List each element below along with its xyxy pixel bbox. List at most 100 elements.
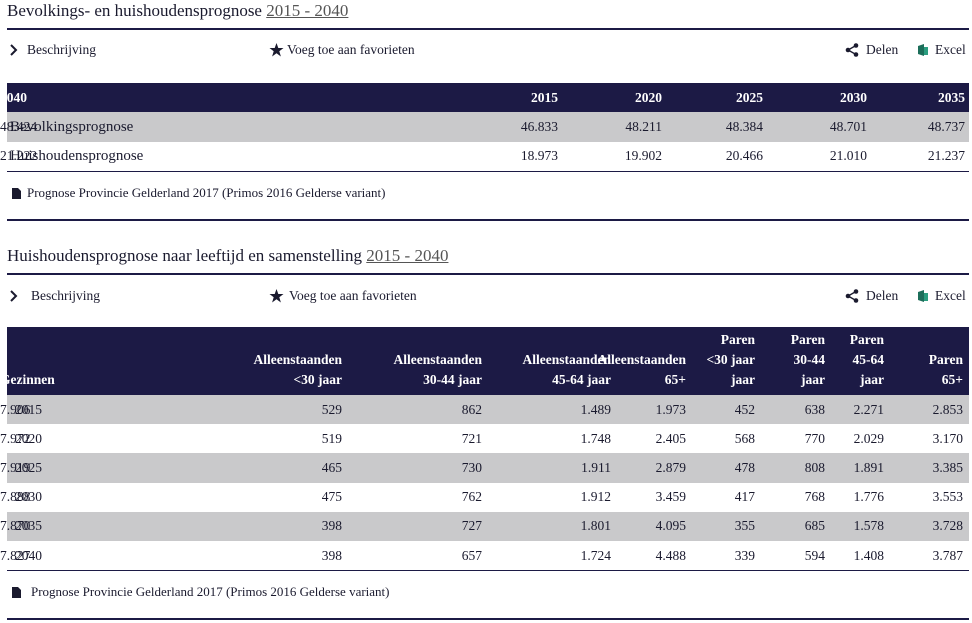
column-header: 2020 [635, 89, 662, 105]
table-cell: 1.911 [581, 460, 611, 475]
column-header: 30-44 jaar [423, 372, 482, 387]
table-cell: 721 [461, 430, 482, 446]
column-header: Alleenstaanden [522, 352, 611, 367]
table-cell: 3.170 [932, 430, 963, 446]
table-cell: 3.728 [932, 518, 963, 534]
excel-icon[interactable] [917, 289, 929, 303]
table-cell: 594 [804, 547, 825, 563]
table-cell: 1.801 [580, 518, 611, 534]
table-cell: 1.973 [655, 401, 686, 417]
share-icon[interactable] [845, 289, 859, 303]
table-cell: 7.827 [0, 547, 31, 563]
table-cell: 762 [461, 489, 482, 505]
table-cell: 2.879 [655, 460, 686, 475]
row-label: 2020 [15, 430, 42, 446]
description-toggle[interactable]: Beschrijving [31, 288, 100, 303]
column-header: 2015 [531, 89, 558, 105]
column-header: Gezinnen [0, 372, 55, 387]
table-cell: 3.385 [932, 460, 963, 475]
title-rule [7, 273, 969, 275]
column-header: jaar [860, 372, 884, 387]
star-icon[interactable] [269, 289, 284, 303]
table-row-bg [7, 453, 969, 483]
table-cell: 1.408 [853, 547, 884, 563]
column-header: 30-44 [793, 352, 826, 367]
table-cell: 7.972 [0, 430, 31, 446]
table-header-bg [7, 327, 969, 395]
table-cell: 475 [321, 489, 342, 505]
table-row-bg [7, 112, 969, 142]
table-cell: 808 [804, 460, 825, 475]
footnote: Prognose Provincie Gelderland 2017 (Prim… [27, 185, 386, 200]
table-cell: 3.787 [932, 547, 963, 563]
table-cell: 48.701 [829, 118, 867, 134]
table-row-bg [7, 511, 969, 541]
table-cell: 657 [461, 547, 482, 563]
table-row-bg [7, 482, 969, 512]
table-cell: 4.095 [655, 518, 686, 534]
table-cell: 2.029 [853, 430, 884, 446]
share-button[interactable]: Delen [866, 288, 899, 303]
table-row-bg [7, 424, 969, 454]
document-icon[interactable] [12, 188, 21, 199]
excel-button[interactable]: Excel [935, 288, 966, 303]
column-header: Paren [790, 332, 825, 347]
table-cell: 48.211 [625, 118, 662, 134]
column-header: 2040 [0, 89, 27, 105]
table-cell: 465 [321, 460, 342, 475]
column-header: 2035 [938, 89, 965, 105]
column-header: 45-64 [852, 352, 885, 367]
table-header-bg [7, 83, 969, 112]
column-header: 2025 [736, 89, 763, 105]
document-icon[interactable] [12, 587, 21, 599]
excel-button[interactable]: Excel [935, 42, 966, 57]
favorite-button[interactable]: Voeg toe aan favorieten [287, 42, 415, 57]
chevron-icon[interactable] [9, 44, 19, 56]
table-cell: 862 [461, 401, 482, 417]
table-cell: 478 [734, 460, 755, 475]
row-label: 2025 [15, 460, 42, 475]
table-cell: 48.737 [927, 118, 965, 134]
table-cell: 727 [461, 518, 482, 534]
share-button[interactable]: Delen [866, 42, 899, 57]
favorite-button[interactable]: Voeg toe aan favorieten [289, 288, 417, 303]
table-cell: 452 [734, 401, 755, 417]
star-icon[interactable] [269, 43, 284, 57]
table-cell: 519 [321, 430, 342, 446]
description-toggle[interactable]: Beschrijving [27, 42, 96, 57]
row-label: 2030 [15, 489, 42, 505]
column-header: jaar [731, 372, 755, 387]
row-label: 2040 [15, 547, 42, 563]
table-cell: 7.919 [0, 460, 31, 475]
table-cell: 398 [321, 518, 342, 534]
table-cell: 1.724 [580, 547, 611, 563]
table-cell: 48.424 [0, 118, 38, 134]
section-title: Huishoudensprognose naar leeftijd en sam… [7, 246, 448, 266]
chevron-icon[interactable] [9, 290, 19, 302]
footnote: Prognose Provincie Gelderland 2017 (Prim… [31, 584, 390, 600]
table-cell: 18.973 [520, 148, 558, 164]
column-header: Paren [928, 352, 963, 367]
table-row-bg [7, 541, 969, 571]
title-link[interactable]: 2015 - 2040 [366, 246, 449, 265]
row-label: Bevolkingsprognose [10, 118, 134, 135]
table-cell: 48.384 [725, 118, 763, 134]
row-label: 2015 [15, 401, 42, 417]
excel-icon[interactable] [917, 43, 929, 57]
table-cell: 7.906 [0, 401, 31, 417]
table-cell: 7.888 [0, 489, 31, 505]
table-cell: 355 [734, 518, 755, 534]
table-row-bg [7, 395, 969, 425]
table-cell: 1.912 [580, 489, 611, 505]
table-cell: 770 [804, 430, 825, 446]
table-cell: 1.776 [853, 489, 884, 505]
title-text: Huishoudensprognose naar leeftijd en sam… [7, 246, 363, 265]
section-rule [7, 618, 969, 621]
title-rule [7, 28, 969, 30]
table-cell: 417 [734, 489, 755, 505]
table-cell: 3.459 [655, 489, 686, 505]
share-icon[interactable] [845, 43, 859, 57]
table-cell: 21.222 [0, 148, 38, 164]
table-cell: 2.853 [932, 401, 963, 417]
title-link[interactable]: 2015 - 2040 [266, 1, 349, 20]
